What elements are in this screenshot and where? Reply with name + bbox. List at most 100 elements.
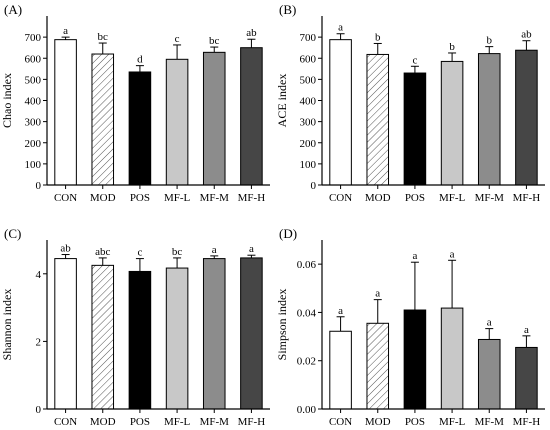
significance-letter: a bbox=[375, 288, 380, 300]
y-tick-label: 0.00 bbox=[297, 404, 317, 416]
panel-label: (D) bbox=[279, 226, 297, 241]
y-tick-label: 400 bbox=[25, 96, 42, 108]
y-tick-label: 700 bbox=[300, 32, 317, 44]
x-tick-label: MF-H bbox=[513, 416, 541, 428]
y-tick-label: 0.06 bbox=[297, 259, 317, 271]
bar-mf-m bbox=[202, 51, 226, 186]
bar-mf-l bbox=[440, 307, 464, 410]
x-tick-label: CON bbox=[329, 416, 352, 428]
panel-c: (C) Shannon index 0 2 4 ab CON abc MOD c POS bc MF-L… bbox=[0, 226, 270, 428]
significance-letter: bc bbox=[172, 246, 183, 258]
y-tick-label: 0 bbox=[36, 180, 42, 192]
y-tick-label: 400 bbox=[300, 96, 317, 108]
x-tick-label: MOD bbox=[90, 416, 116, 428]
x-tick-label: MF-H bbox=[238, 192, 266, 204]
significance-letter: ab bbox=[60, 243, 71, 255]
bar-mod bbox=[366, 322, 390, 410]
x-tick-label: CON bbox=[54, 192, 77, 204]
y-tick-label: 100 bbox=[25, 159, 42, 171]
significance-letter: d bbox=[137, 54, 143, 66]
x-tick-label: POS bbox=[405, 192, 425, 204]
panel-label: (B) bbox=[279, 2, 296, 17]
y-tick-label: 2 bbox=[36, 336, 42, 348]
bar-mf-h bbox=[515, 49, 538, 186]
x-tick-label: MOD bbox=[90, 192, 116, 204]
significance-letter: c bbox=[137, 247, 142, 259]
significance-letter: bc bbox=[98, 31, 109, 43]
y-tick-label: 0.04 bbox=[297, 307, 317, 319]
bar-mf-l bbox=[165, 58, 189, 186]
x-tick-label: CON bbox=[54, 416, 77, 428]
significance-letter: b bbox=[449, 41, 455, 53]
bar-mod bbox=[366, 53, 390, 186]
significance-letter: ab bbox=[521, 29, 532, 41]
bar-mf-m bbox=[202, 258, 226, 410]
significance-letter: a bbox=[524, 324, 529, 336]
y-tick-label: 700 bbox=[25, 32, 42, 44]
bar-mf-h bbox=[240, 47, 263, 186]
significance-letter: a bbox=[63, 25, 68, 37]
bar-mod bbox=[91, 53, 115, 186]
significance-letter: a bbox=[412, 250, 417, 262]
bar-mf-l bbox=[440, 60, 464, 186]
significance-letter: a bbox=[487, 317, 492, 329]
y-tick-label: 4 bbox=[36, 269, 42, 281]
bar-pos bbox=[403, 72, 427, 186]
panel-b: (B) ACE index 0 100 200 300 400 500 600 700 a CON b M… bbox=[275, 2, 545, 204]
x-tick-label: MF-M bbox=[475, 192, 505, 204]
significance-letter: c bbox=[412, 54, 417, 66]
bar-pos bbox=[128, 71, 152, 186]
panel-label: (C) bbox=[4, 226, 21, 241]
significance-letter: bc bbox=[209, 35, 220, 47]
panel-a: (A) Chao index 0 100 200 300 400 500 600 700 a CON b… bbox=[0, 2, 270, 204]
y-tick-label: 100 bbox=[300, 159, 317, 171]
bar-con bbox=[54, 258, 77, 410]
significance-letter: ab bbox=[246, 27, 257, 39]
bar-mf-m bbox=[477, 53, 501, 186]
x-tick-label: MOD bbox=[365, 416, 391, 428]
bar-con bbox=[329, 39, 352, 186]
x-tick-label: MF-L bbox=[439, 416, 466, 428]
y-axis-title: ACE index bbox=[275, 74, 289, 128]
significance-letter: abc bbox=[95, 246, 110, 258]
bar-con bbox=[329, 330, 352, 410]
bar-con bbox=[54, 39, 77, 186]
x-tick-label: MF-M bbox=[475, 416, 505, 428]
x-tick-label: MF-L bbox=[164, 416, 191, 428]
significance-letter: a bbox=[249, 243, 254, 255]
y-tick-label: 500 bbox=[25, 74, 42, 86]
x-tick-label: POS bbox=[130, 416, 150, 428]
significance-letter: a bbox=[450, 248, 455, 260]
y-tick-label: 300 bbox=[25, 117, 42, 129]
significance-letter: c bbox=[175, 33, 180, 45]
y-axis-title: Simpson index bbox=[275, 289, 289, 361]
bar-pos bbox=[128, 270, 152, 410]
y-tick-label: 200 bbox=[300, 138, 317, 150]
x-tick-label: POS bbox=[405, 416, 425, 428]
x-tick-label: MF-M bbox=[200, 416, 230, 428]
x-tick-label: MF-L bbox=[439, 192, 466, 204]
y-tick-label: 0 bbox=[36, 404, 42, 416]
y-tick-label: 0 bbox=[311, 180, 317, 192]
significance-letter: a bbox=[212, 244, 217, 256]
panel-d: (D) Simpson index 0.00 0.02 0.04 0.06 a CON a MOD… bbox=[275, 226, 545, 428]
x-tick-label: CON bbox=[329, 192, 352, 204]
x-tick-label: MOD bbox=[365, 192, 391, 204]
bar-mf-l bbox=[165, 267, 189, 410]
x-tick-label: MF-H bbox=[513, 192, 541, 204]
bar-mod bbox=[91, 264, 115, 410]
y-tick-label: 600 bbox=[25, 53, 42, 65]
x-tick-label: MF-M bbox=[200, 192, 230, 204]
panel-label: (A) bbox=[4, 2, 22, 17]
significance-letter: b bbox=[487, 35, 493, 47]
bar-mf-m bbox=[477, 338, 501, 410]
x-tick-label: MF-L bbox=[164, 192, 191, 204]
significance-letter: a bbox=[338, 22, 343, 34]
y-tick-label: 600 bbox=[300, 53, 317, 65]
y-tick-label: 500 bbox=[300, 74, 317, 86]
y-axis-title: Shannon index bbox=[0, 289, 14, 361]
y-tick-label: 200 bbox=[25, 138, 42, 150]
x-tick-label: MF-H bbox=[238, 416, 266, 428]
y-tick-label: 0.02 bbox=[297, 356, 316, 368]
